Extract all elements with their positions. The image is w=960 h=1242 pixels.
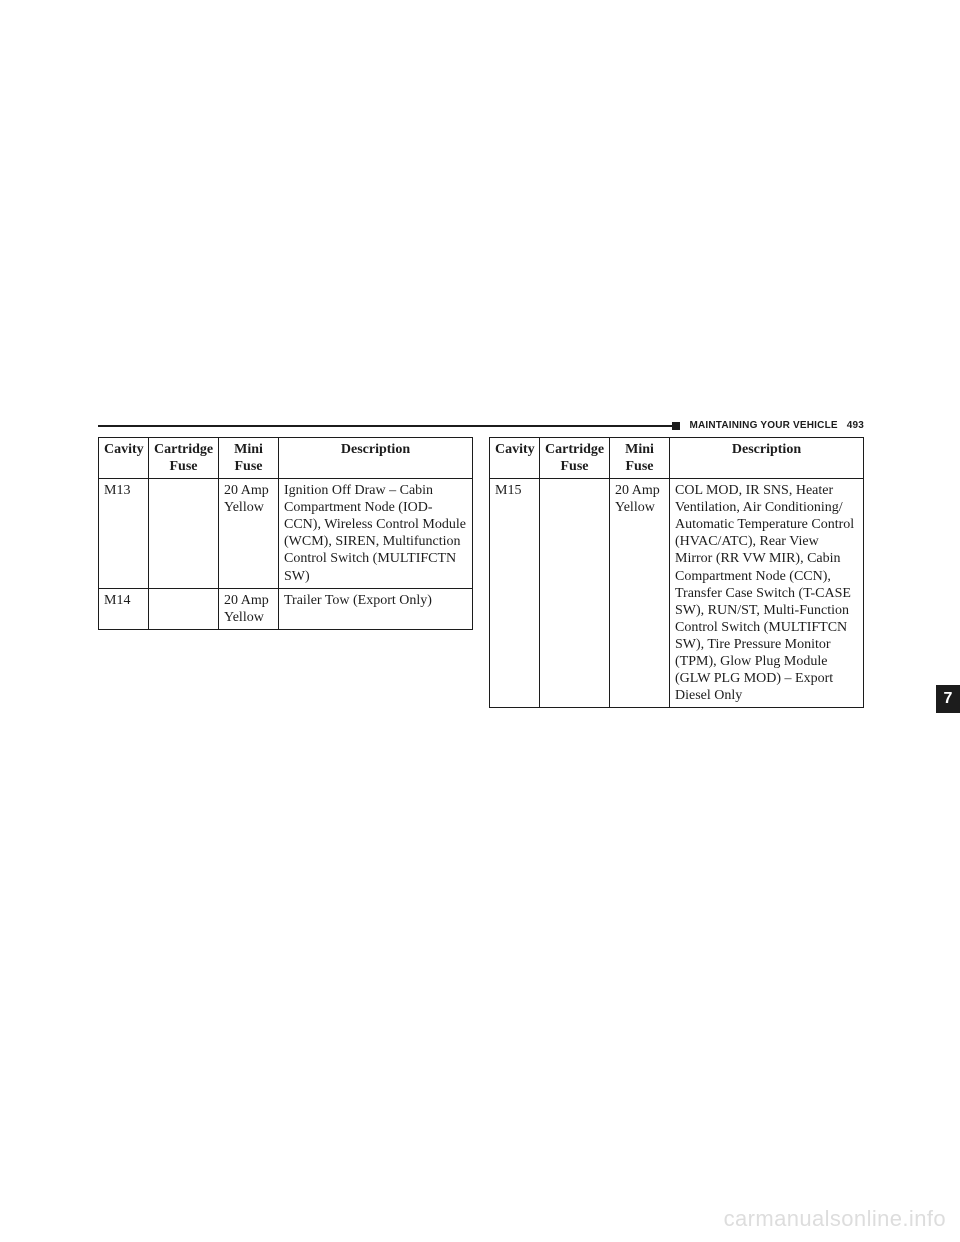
cell-mini: 20 Amp Yellow <box>219 588 279 629</box>
table-row: M13 20 Amp YellowIgnition Off Draw – Cabi… <box>99 479 473 588</box>
section-header: MAINTAINING YOUR VEHICLE 493 <box>98 420 864 431</box>
col-description: Description <box>670 438 864 479</box>
page-number: 493 <box>847 420 864 431</box>
col-cartridge: Cartridge Fuse <box>540 438 610 479</box>
col-mini: Mini Fuse <box>610 438 670 479</box>
section-title-text: MAINTAINING YOUR VEHICLE <box>689 420 837 431</box>
col-mini: Mini Fuse <box>219 438 279 479</box>
table-row: M15 20 Amp YellowCOL MOD, IR SNS, Heater … <box>490 479 864 708</box>
cell-mini: 20 Amp Yellow <box>219 479 279 588</box>
col-cavity: Cavity <box>490 438 540 479</box>
col-cavity: Cavity <box>99 438 149 479</box>
cell-cartridge <box>540 479 610 708</box>
fuse-table-right-body: M15 20 Amp YellowCOL MOD, IR SNS, Heater … <box>490 479 864 708</box>
cell-cartridge <box>149 479 219 588</box>
header-square-icon <box>672 422 680 430</box>
fuse-table-right: Cavity Cartridge Fuse Mini Fuse Descript… <box>489 437 864 708</box>
right-column: Cavity Cartridge Fuse Mini Fuse Descript… <box>489 437 864 708</box>
table-header-row: Cavity Cartridge Fuse Mini Fuse Descript… <box>99 438 473 479</box>
cell-description: Ignition Off Draw – Cabin Compartment No… <box>279 479 473 588</box>
fuse-table-left-body: M13 20 Amp YellowIgnition Off Draw – Cabi… <box>99 479 473 630</box>
table-header-row: Cavity Cartridge Fuse Mini Fuse Descript… <box>490 438 864 479</box>
cell-description: Trailer Tow (Export Only) <box>279 588 473 629</box>
chapter-tab: 7 <box>936 685 960 713</box>
watermark-text: carmanualsonline.info <box>724 1206 946 1232</box>
left-column: Cavity Cartridge Fuse Mini Fuse Descript… <box>98 437 473 708</box>
table-row: M14 20 Amp YellowTrailer Tow (Export Only… <box>99 588 473 629</box>
chapter-tab-number: 7 <box>944 690 953 708</box>
col-description: Description <box>279 438 473 479</box>
col-cartridge: Cartridge Fuse <box>149 438 219 479</box>
section-title: MAINTAINING YOUR VEHICLE 493 <box>689 420 864 431</box>
two-column-layout: Cavity Cartridge Fuse Mini Fuse Descript… <box>98 437 864 708</box>
cell-cavity: M15 <box>490 479 540 708</box>
cell-cavity: M13 <box>99 479 149 588</box>
cell-description: COL MOD, IR SNS, Heater Ventilation, Air… <box>670 479 864 708</box>
header-rule <box>98 425 672 427</box>
page-content: MAINTAINING YOUR VEHICLE 493 Cavity Cart… <box>98 420 864 708</box>
cell-mini: 20 Amp Yellow <box>610 479 670 708</box>
cell-cartridge <box>149 588 219 629</box>
fuse-table-left: Cavity Cartridge Fuse Mini Fuse Descript… <box>98 437 473 630</box>
cell-cavity: M14 <box>99 588 149 629</box>
